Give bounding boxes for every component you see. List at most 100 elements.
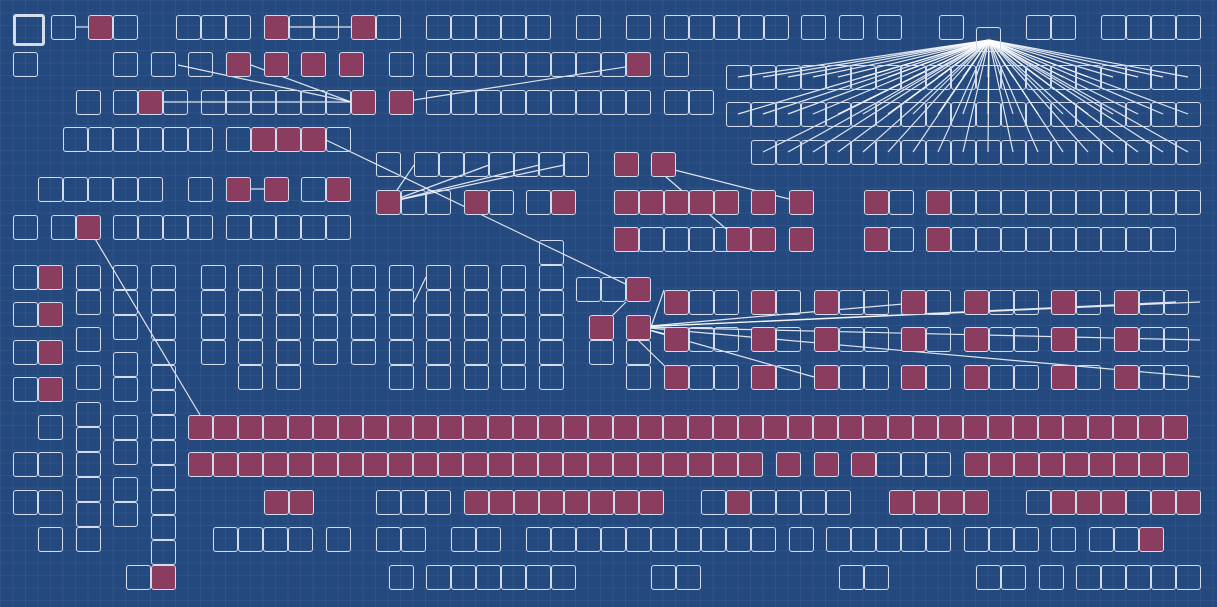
empty-cell — [989, 527, 1014, 552]
filled-cell — [863, 415, 888, 440]
filled-cell — [901, 327, 926, 352]
empty-cell — [188, 215, 213, 240]
filled-cell — [1051, 327, 1076, 352]
empty-cell — [464, 365, 489, 390]
empty-cell — [376, 152, 401, 177]
empty-cell — [426, 490, 451, 515]
empty-cell — [1151, 15, 1176, 40]
empty-cell — [714, 15, 739, 40]
empty-cell — [113, 415, 138, 440]
connector-line — [787, 39, 990, 153]
empty-cell — [238, 365, 263, 390]
filled-cell — [614, 190, 639, 215]
empty-cell — [1151, 227, 1176, 252]
empty-cell — [1014, 527, 1039, 552]
empty-cell — [476, 90, 501, 115]
empty-cell — [1164, 327, 1189, 352]
empty-cell — [539, 290, 564, 315]
empty-cell — [1001, 140, 1026, 165]
empty-cell — [464, 290, 489, 315]
empty-cell — [226, 127, 251, 152]
filled-cell — [538, 452, 563, 477]
filled-cell — [88, 15, 113, 40]
empty-cell — [1176, 65, 1201, 90]
filled-cell — [538, 415, 563, 440]
filled-cell — [614, 152, 639, 177]
empty-cell — [63, 127, 88, 152]
connector-line — [812, 39, 990, 153]
empty-cell — [201, 265, 226, 290]
empty-cell — [313, 290, 338, 315]
filled-cell — [338, 415, 363, 440]
connector-line — [987, 39, 990, 153]
empty-cell — [1026, 140, 1051, 165]
empty-cell — [1089, 527, 1114, 552]
empty-cell — [276, 90, 301, 115]
empty-cell — [426, 265, 451, 290]
filled-cell — [738, 452, 763, 477]
empty-cell — [739, 15, 764, 40]
empty-cell — [1026, 65, 1051, 90]
empty-cell — [251, 90, 276, 115]
empty-cell — [439, 152, 464, 177]
connector-line — [988, 39, 1139, 153]
empty-cell — [926, 102, 951, 127]
filled-cell — [338, 452, 363, 477]
empty-cell — [326, 127, 351, 152]
empty-cell — [864, 327, 889, 352]
filled-cell — [1114, 452, 1139, 477]
empty-cell — [351, 265, 376, 290]
connector-line — [937, 39, 990, 153]
empty-cell — [76, 452, 101, 477]
filled-cell — [639, 490, 664, 515]
empty-cell — [1026, 190, 1051, 215]
empty-cell — [238, 340, 263, 365]
empty-cell — [213, 527, 238, 552]
empty-cell — [76, 90, 101, 115]
filled-cell — [238, 415, 263, 440]
empty-cell — [1001, 102, 1026, 127]
empty-cell — [276, 215, 301, 240]
filled-cell — [763, 415, 788, 440]
filled-cell — [513, 452, 538, 477]
empty-cell — [864, 365, 889, 390]
empty-cell — [76, 427, 101, 452]
empty-cell — [476, 15, 501, 40]
filled-cell — [1089, 452, 1114, 477]
empty-cell — [1126, 102, 1151, 127]
empty-cell — [313, 340, 338, 365]
filled-cell — [301, 127, 326, 152]
selected-cell — [13, 14, 45, 46]
filled-cell — [914, 490, 939, 515]
empty-cell — [426, 315, 451, 340]
empty-cell — [1151, 140, 1176, 165]
empty-cell — [451, 565, 476, 590]
empty-cell — [226, 90, 251, 115]
empty-cell — [501, 565, 526, 590]
filled-cell — [563, 415, 588, 440]
empty-cell — [201, 290, 226, 315]
filled-cell — [664, 290, 689, 315]
empty-cell — [501, 90, 526, 115]
filled-cell — [614, 490, 639, 515]
filled-cell — [789, 227, 814, 252]
filled-cell — [838, 415, 863, 440]
empty-cell — [1051, 190, 1076, 215]
filled-cell — [913, 415, 938, 440]
empty-cell — [976, 190, 1001, 215]
filled-cell — [688, 452, 713, 477]
empty-cell — [288, 527, 313, 552]
filled-cell — [901, 290, 926, 315]
empty-cell — [689, 290, 714, 315]
filled-cell — [1163, 415, 1188, 440]
filled-cell — [1151, 490, 1176, 515]
filled-cell — [38, 340, 63, 365]
filled-cell — [689, 190, 714, 215]
empty-cell — [13, 340, 38, 365]
empty-cell — [113, 502, 138, 527]
empty-cell — [151, 365, 176, 390]
filled-cell — [463, 452, 488, 477]
filled-cell — [588, 415, 613, 440]
empty-cell — [1076, 365, 1101, 390]
filled-cell — [1138, 415, 1163, 440]
